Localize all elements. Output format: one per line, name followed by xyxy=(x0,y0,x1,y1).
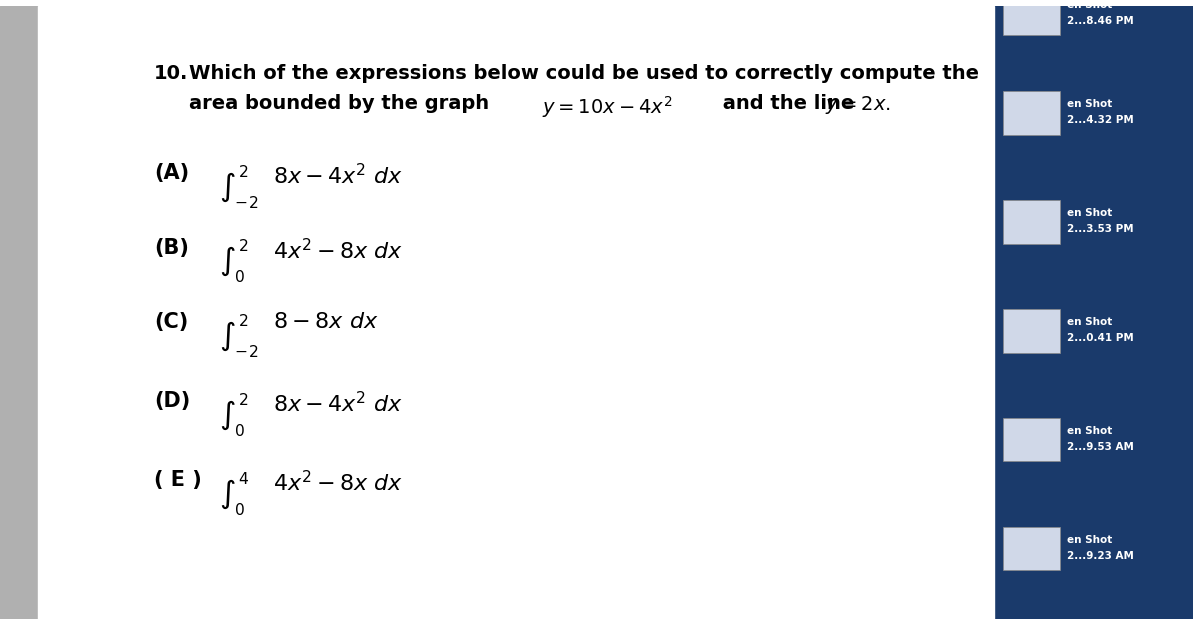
Bar xyxy=(0,6,37,619)
Text: ( E ): ( E ) xyxy=(154,470,202,490)
FancyBboxPatch shape xyxy=(1003,418,1060,462)
Text: (B): (B) xyxy=(154,238,188,258)
FancyBboxPatch shape xyxy=(1003,309,1060,352)
Text: $\int_{0}^{2}$: $\int_{0}^{2}$ xyxy=(218,391,248,439)
Text: en Shot: en Shot xyxy=(1067,0,1111,10)
Bar xyxy=(37,6,994,619)
FancyBboxPatch shape xyxy=(1003,527,1060,571)
FancyBboxPatch shape xyxy=(1003,0,1060,35)
Text: $y = 2x.$: $y = 2x.$ xyxy=(824,94,892,116)
Bar xyxy=(994,6,1193,619)
Text: 2...0.41 PM: 2...0.41 PM xyxy=(1067,332,1133,343)
Text: 2...9.23 AM: 2...9.23 AM xyxy=(1067,550,1133,561)
Text: $\int_{0}^{4}$: $\int_{0}^{4}$ xyxy=(218,470,248,518)
Text: (D): (D) xyxy=(154,391,191,411)
Text: $4x^2 - 8x\ dx$: $4x^2 - 8x\ dx$ xyxy=(274,238,403,263)
Text: 2...3.53 PM: 2...3.53 PM xyxy=(1067,223,1133,234)
Text: $8x - 4x^2\ dx$: $8x - 4x^2\ dx$ xyxy=(274,391,403,417)
Text: $\int_{0}^{2}$: $\int_{0}^{2}$ xyxy=(218,238,248,285)
Text: 2...8.46 PM: 2...8.46 PM xyxy=(1067,15,1133,25)
Text: en Shot: en Shot xyxy=(1067,208,1111,218)
Text: Which of the expressions below could be used to correctly compute the: Which of the expressions below could be … xyxy=(188,64,979,83)
Text: 2...9.53 AM: 2...9.53 AM xyxy=(1067,441,1133,452)
FancyBboxPatch shape xyxy=(1003,200,1060,243)
Text: $\int_{-2}^{2}$: $\int_{-2}^{2}$ xyxy=(218,312,258,360)
Text: $y = 10x - 4x^2$: $y = 10x - 4x^2$ xyxy=(541,94,672,120)
Text: (C): (C) xyxy=(154,312,188,332)
Text: $\int_{-2}^{2}$: $\int_{-2}^{2}$ xyxy=(218,163,258,211)
Text: and the line: and the line xyxy=(715,94,860,113)
Text: en Shot: en Shot xyxy=(1067,426,1111,436)
Text: $4x^2 - 8x\ dx$: $4x^2 - 8x\ dx$ xyxy=(274,470,403,496)
Text: (A): (A) xyxy=(154,163,190,183)
Bar xyxy=(992,6,994,619)
Text: en Shot: en Shot xyxy=(1067,99,1111,109)
FancyBboxPatch shape xyxy=(1003,91,1060,134)
Text: $8 - 8x\ dx$: $8 - 8x\ dx$ xyxy=(274,312,379,332)
Text: en Shot: en Shot xyxy=(1067,535,1111,545)
Text: 2...4.32 PM: 2...4.32 PM xyxy=(1067,115,1133,124)
Text: $8x - 4x^2\ dx$: $8x - 4x^2\ dx$ xyxy=(274,163,403,189)
Text: en Shot: en Shot xyxy=(1067,317,1111,327)
Text: 10.: 10. xyxy=(154,64,188,83)
Text: area bounded by the graph: area bounded by the graph xyxy=(188,94,496,113)
